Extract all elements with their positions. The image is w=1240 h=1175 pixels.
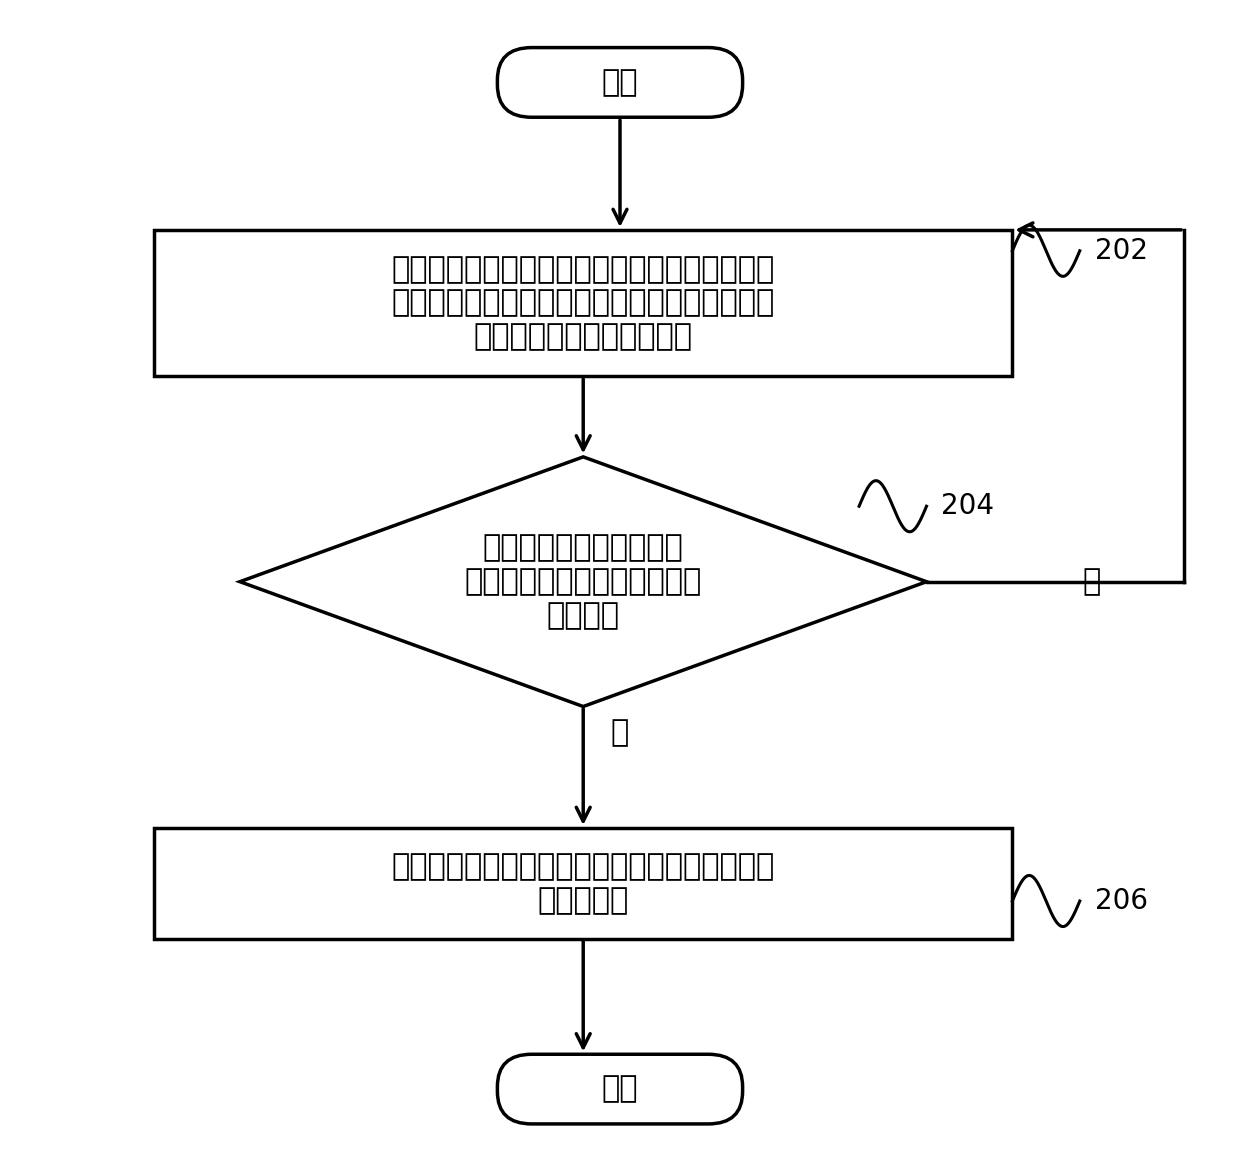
Text: 定义系统的抽象数据实体对象、派生业务实体对
象、所述派生业务实体对象的业务类型描述和多
个业务属性的业务属性描述: 定义系统的抽象数据实体对象、派生业务实体对 象、所述派生业务实体对象的业务类型描…: [392, 255, 775, 351]
Text: 是: 是: [611, 718, 629, 747]
Polygon shape: [239, 457, 926, 706]
Text: 204: 204: [941, 492, 994, 521]
Text: 在所述系统的运行时刻，
判断所述系统的业务需求是否
发生变动: 在所述系统的运行时刻， 判断所述系统的业务需求是否 发生变动: [465, 533, 702, 630]
Bar: [154, 828, 1012, 939]
Text: 结束: 结束: [601, 1075, 639, 1103]
FancyBboxPatch shape: [497, 47, 743, 118]
Text: 202: 202: [1095, 237, 1147, 264]
FancyBboxPatch shape: [497, 1054, 743, 1124]
Text: 开始: 开始: [601, 68, 639, 96]
Text: 否: 否: [1083, 568, 1101, 596]
Text: 修改所述派生业务实体对象的业务类型描述和业
务属性描述: 修改所述派生业务实体对象的业务类型描述和业 务属性描述: [392, 852, 775, 915]
Text: 206: 206: [1095, 887, 1147, 915]
Bar: [154, 230, 1012, 376]
